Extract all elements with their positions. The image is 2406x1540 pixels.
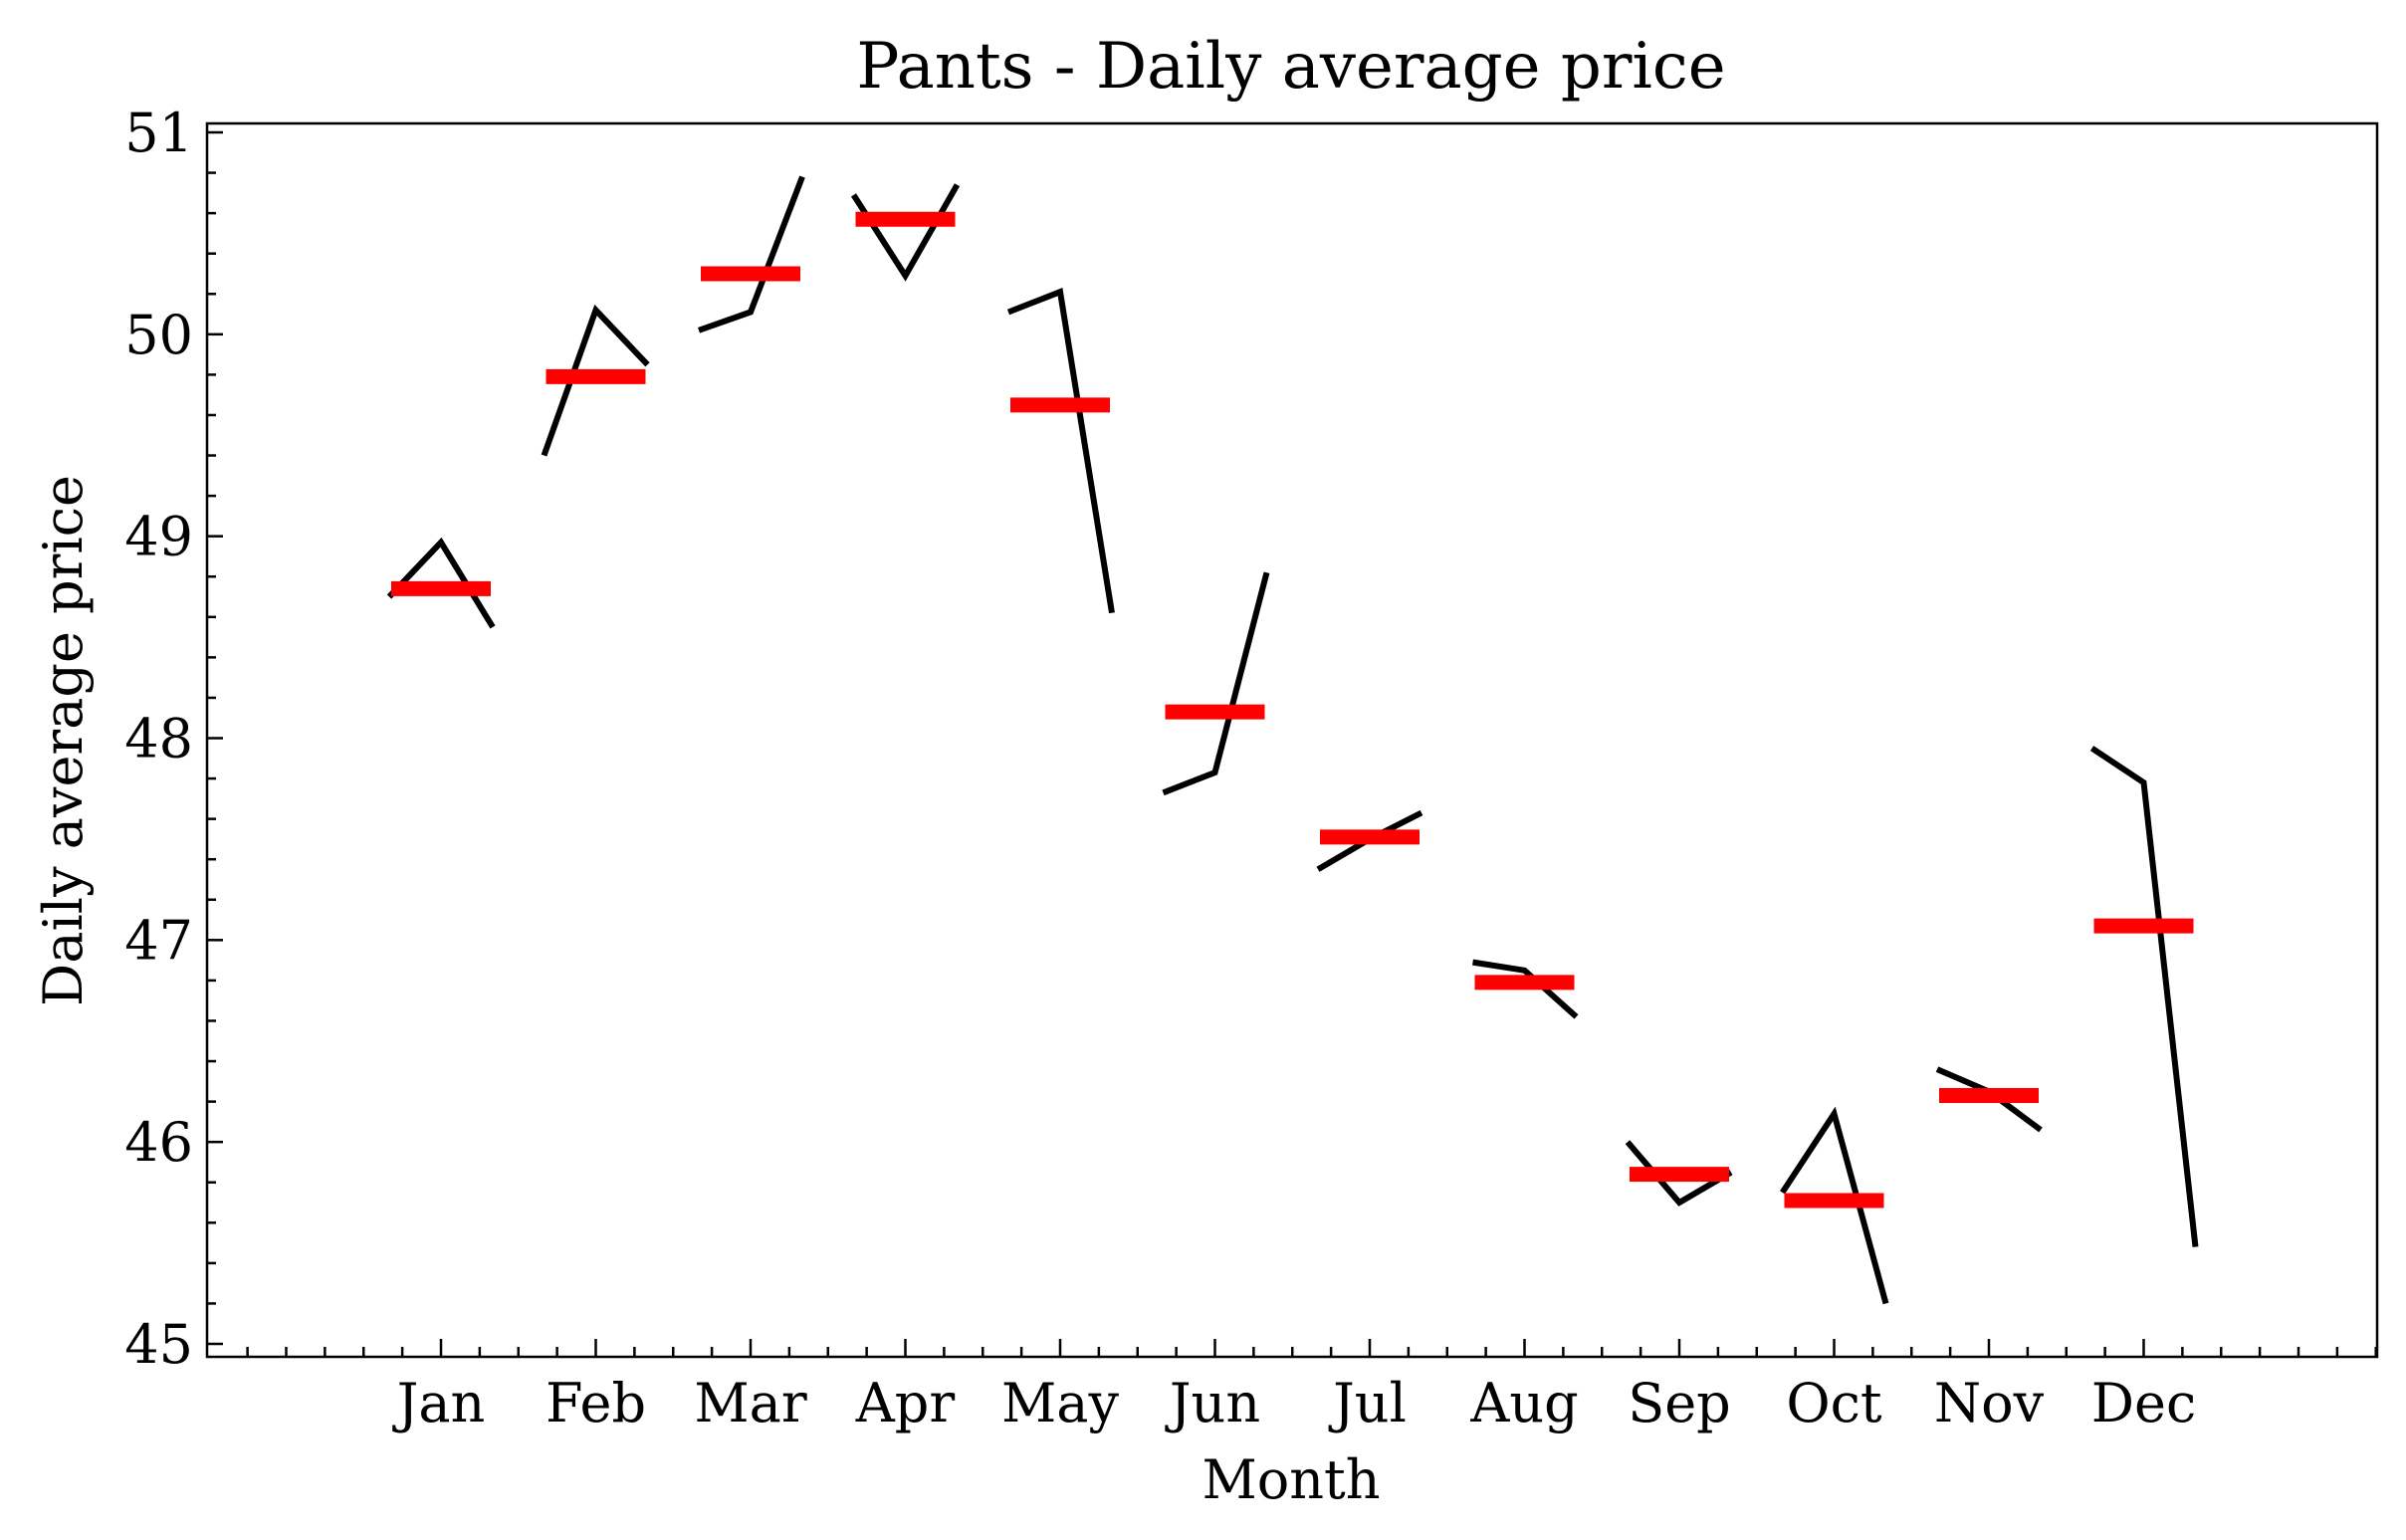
- series-line-jan: [386, 537, 496, 629]
- x-tick-label-jun: Jun: [1165, 1372, 1260, 1434]
- x-tick-label-apr: Apr: [855, 1372, 956, 1434]
- y-tick-label: 46: [124, 1111, 193, 1174]
- plot-marks: [386, 175, 2199, 1305]
- x-tick-label-jan: Jan: [392, 1372, 486, 1434]
- plot-frame: [205, 121, 2379, 1359]
- x-tick-label-feb: Feb: [546, 1372, 646, 1434]
- series-line-oct: [1779, 1106, 1889, 1305]
- y-tick-label: 49: [124, 506, 193, 568]
- x-axis-label: Month: [1202, 1448, 1380, 1511]
- y-tick-label: 51: [124, 102, 193, 164]
- x-tick-label-may: May: [1001, 1372, 1119, 1434]
- x-tick-label-oct: Oct: [1786, 1372, 1882, 1434]
- y-tick-label: 47: [124, 909, 193, 972]
- y-tick-label: 50: [124, 304, 193, 366]
- x-tick-label-aug: Aug: [1469, 1372, 1578, 1434]
- x-tick-label-sep: Sep: [1628, 1372, 1731, 1434]
- chart-title: Pants - Daily average price: [856, 30, 1725, 104]
- y-tick-label: 48: [124, 708, 193, 770]
- series-line-jun: [1162, 571, 1270, 796]
- x-tick-label-nov: Nov: [1934, 1372, 2045, 1434]
- series-line-mar: [698, 175, 805, 333]
- y-tick-label: 45: [124, 1313, 193, 1376]
- x-tick-label-jul: Jul: [1328, 1372, 1407, 1434]
- axis-ticks: 45 46 47 48 49 50 51 Jan Feb Mar Apr May Jun Jul Aug Se…: [124, 102, 2377, 1434]
- x-tick-label-mar: Mar: [694, 1372, 806, 1434]
- y-axis-label: Daily average price: [32, 475, 95, 1006]
- series-line-aug: [1472, 959, 1579, 1019]
- series-line-feb: [541, 304, 650, 457]
- series-line-may: [1006, 288, 1115, 614]
- x-tick-label-dec: Dec: [2091, 1372, 2197, 1434]
- series-line-dec: [2089, 746, 2199, 1247]
- series-line-sep: [1625, 1140, 1733, 1207]
